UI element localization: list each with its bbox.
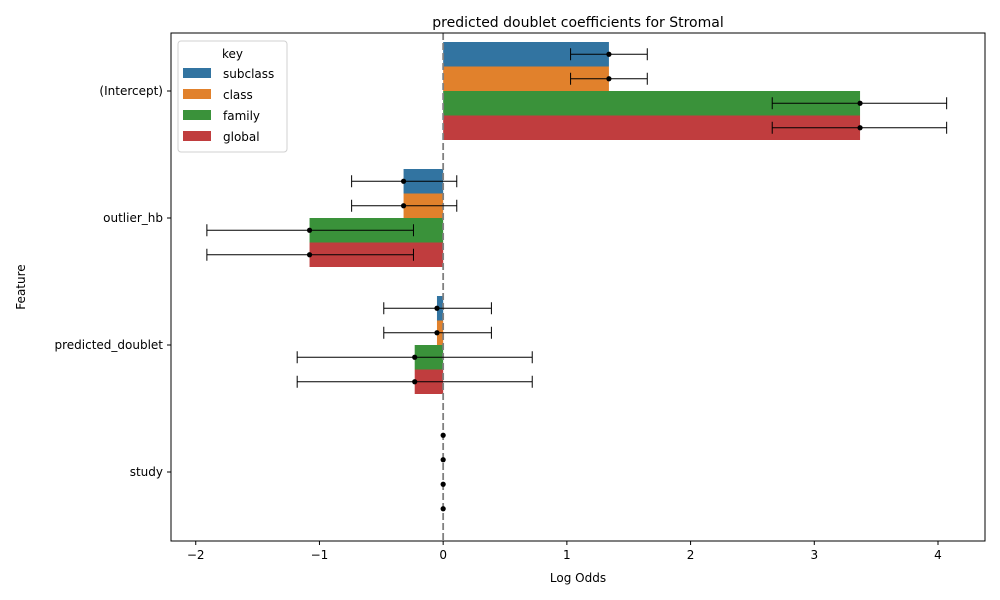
point-family-predicted-doublet [412, 354, 418, 360]
x-tick-label: 0 [439, 548, 447, 562]
point-subclass-outlier-hb [400, 178, 407, 184]
x-tick-label: 1 [563, 548, 571, 562]
point-global--intercept- [857, 125, 863, 131]
point-class--intercept- [606, 76, 612, 82]
x-tick-label: −1 [311, 548, 329, 562]
x-tick-label: 3 [810, 548, 818, 562]
legend-label-class: class [223, 88, 253, 102]
point-subclass--intercept- [606, 51, 612, 57]
y-axis: (Intercept) outlier_hb predicted_doubletst… [54, 84, 171, 479]
plot-frame [170, 32, 986, 542]
legend-title: key [222, 47, 243, 61]
legend-label-subclass: subclass [223, 67, 274, 81]
y-axis-title: Feature [14, 264, 28, 309]
legend-swatch-class [183, 89, 211, 99]
point-global-outlier-hb [306, 252, 313, 258]
x-axis-title: Log Odds [550, 571, 606, 585]
plot-area [206, 33, 948, 541]
point-family-outlier-hb [306, 227, 313, 233]
point-class-predicted-doublet [434, 330, 440, 336]
point-subclass-predicted-doublet [434, 305, 440, 311]
point-family--intercept- [857, 100, 863, 106]
legend-swatch-family [183, 110, 211, 120]
legend-label-family: family [223, 109, 260, 123]
point-family-study [440, 481, 446, 487]
x-tick-label: −2 [187, 548, 205, 562]
legend: key subclass class family global [177, 40, 288, 153]
y-tick-label: outlier_hb [103, 211, 163, 225]
y-tick-label: predicted_doublet [54, 338, 163, 352]
point-class-study [440, 457, 446, 463]
point-class-outlier-hb [400, 203, 407, 209]
chart-title: predicted doublet coefficients for Strom… [432, 15, 723, 31]
point-global-predicted-doublet [412, 379, 418, 385]
legend-label-global: global [223, 130, 260, 144]
x-tick-label: 2 [687, 548, 695, 562]
point-global-study [440, 506, 446, 512]
legend-swatch-global [183, 131, 211, 141]
x-tick-label: 4 [934, 548, 942, 562]
y-tick-label: (Intercept) [99, 84, 163, 98]
x-axis: −2 −1 0 1 2 3 4 [187, 541, 942, 562]
legend-swatch-subclass [183, 68, 211, 78]
point-subclass-study [440, 432, 446, 438]
y-tick-label: study [130, 465, 163, 479]
